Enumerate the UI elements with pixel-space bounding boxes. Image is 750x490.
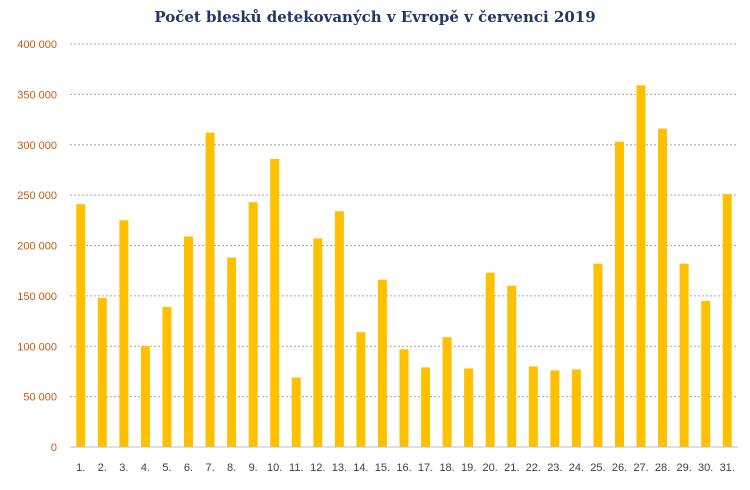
x-tick-label: 9. [249,462,258,474]
bar [334,211,344,447]
x-tick-label: 29. [676,462,691,474]
bar [399,349,409,447]
bar [119,220,129,447]
x-tick-label: 13. [332,462,347,474]
bar [270,158,280,448]
bar [248,202,258,447]
x-tick-label: 20. [483,462,498,474]
x-tick-label: 22. [526,462,541,474]
bar [722,194,732,447]
bar [421,367,431,447]
x-tick-label: 27. [633,462,648,474]
x-tick-label: 23. [547,462,562,474]
x-tick-label: 7. [205,462,214,474]
y-tick-label: 300 000 [17,140,57,152]
x-tick-label: 16. [396,462,411,474]
x-tick-label: 19. [461,462,476,474]
y-tick-label: 400 000 [17,39,57,51]
y-tick-label: 200 000 [17,241,57,253]
gridlines [70,43,738,398]
bar [658,128,668,447]
bar [76,204,86,447]
bar [593,263,603,447]
x-tick-label: 8. [227,462,236,474]
x-axis-tick-labels: 1. 2. 3. 4. 5. 6. 7. 8. 9. 10. 11. 12. 13. 14. 15. 16. 1… [76,462,735,474]
bar [701,300,711,447]
x-tick-label: 4. [141,462,150,474]
x-tick-label: 15. [375,462,390,474]
x-tick-label: 21. [504,462,519,474]
y-tick-label: 150 000 [17,291,57,303]
x-tick-label: 10. [267,462,282,474]
x-tick-label: 3. [119,462,128,474]
bar [205,132,215,447]
bar [550,370,560,447]
bar [614,141,624,448]
x-tick-label: 30. [698,462,713,474]
y-tick-label: 350 000 [17,89,57,101]
bar [313,238,323,447]
x-tick-label: 5. [162,462,171,474]
bar [485,272,495,447]
x-tick-label: 18. [439,462,454,474]
bar [356,332,366,447]
x-tick-label: 28. [655,462,670,474]
bar [291,377,301,447]
x-tick-label: 12. [310,462,325,474]
y-tick-label: 100 000 [17,341,57,353]
bar [679,263,689,447]
y-tick-label: 0 [51,442,57,454]
bar [227,257,237,447]
bar [528,366,538,447]
bar [377,279,387,447]
bar [636,85,646,448]
x-tick-label: 6. [184,462,193,474]
x-tick-label: 25. [590,462,605,474]
bar [571,369,581,447]
bar [184,236,194,447]
bar [442,337,452,447]
bar [162,306,172,447]
x-tick-label: 14. [353,462,368,474]
x-tick-label: 2. [98,462,107,474]
x-tick-label: 31. [720,462,735,474]
bars [76,85,732,448]
x-tick-label: 26. [612,462,627,474]
bar [507,285,517,447]
bar [140,346,150,447]
y-tick-label: 250 000 [17,190,57,202]
bar [97,297,107,447]
x-tick-label: 17. [418,462,433,474]
x-tick-label: 11. [289,462,303,474]
chart-title: Počet blesků detekovaných v Evropě v čer… [154,8,595,26]
y-tick-label: 50 000 [23,392,57,404]
y-axis-tick-labels: 0 50 000 100 000 150 000 200 000 250 000 300 0… [17,39,57,454]
x-tick-label: 24. [569,462,584,474]
x-tick-label: 1. [76,462,85,474]
bar [464,368,474,447]
